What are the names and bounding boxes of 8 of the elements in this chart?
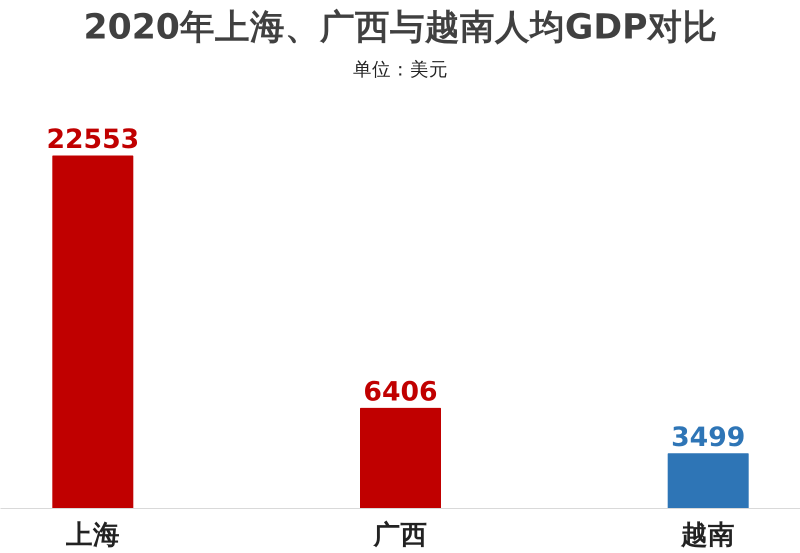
chart-title: 2020年上海、广西与越南人均GDP对比 bbox=[83, 8, 718, 48]
data-label: 3499 bbox=[671, 422, 746, 453]
x-tick-label: 广西 bbox=[372, 520, 428, 550]
chart-subtitle: 单位：美元 bbox=[353, 58, 448, 80]
data-label: 22553 bbox=[46, 124, 140, 155]
x-tick-label: 越南 bbox=[680, 520, 736, 550]
data-label: 6406 bbox=[363, 376, 438, 408]
x-tick-label: 上海 bbox=[64, 520, 120, 550]
